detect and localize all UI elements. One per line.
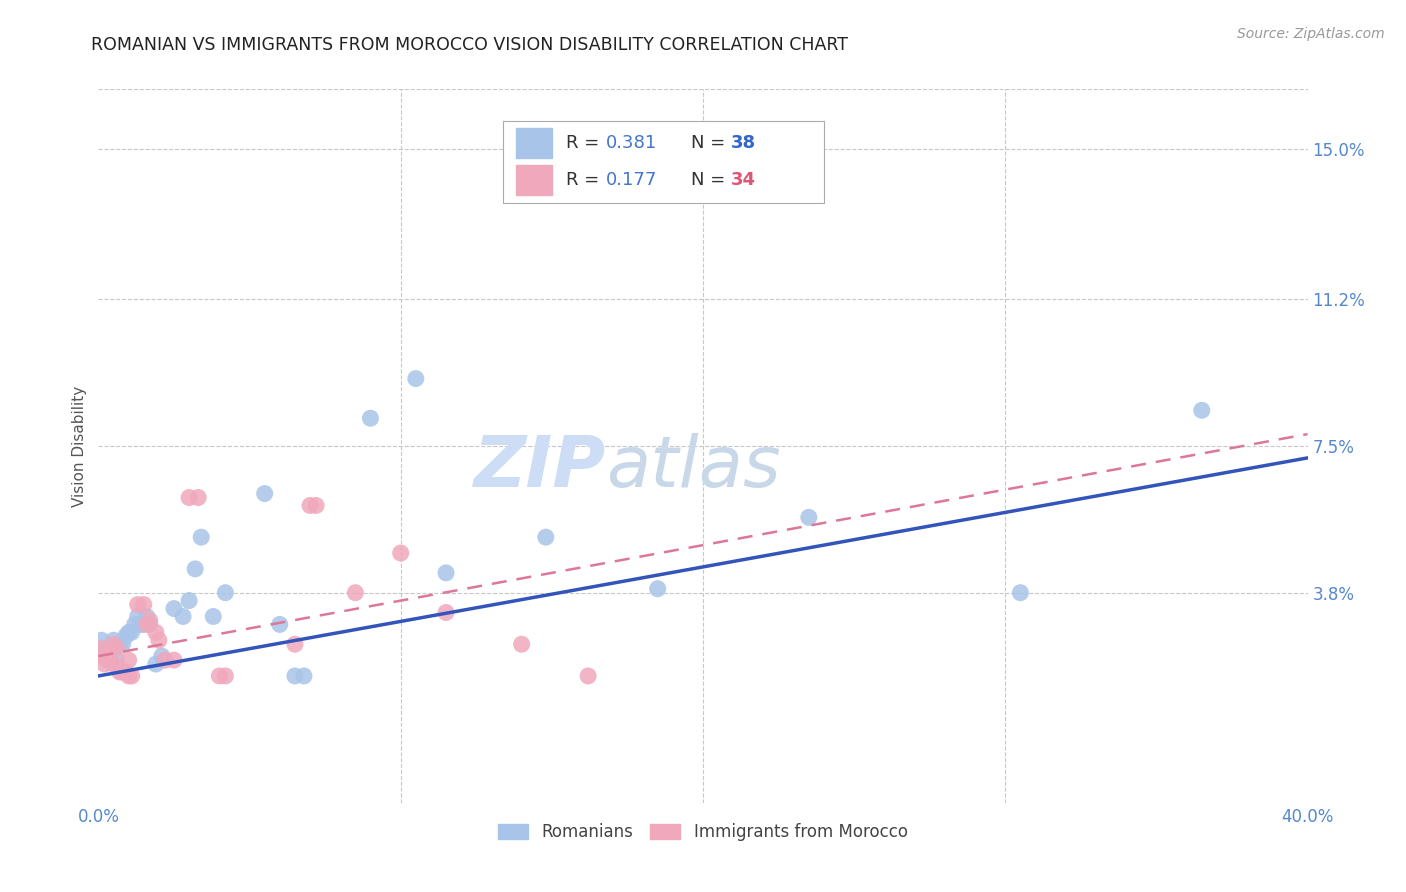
Point xyxy=(148,633,170,648)
Point xyxy=(96,649,118,664)
Point xyxy=(150,649,173,664)
Point xyxy=(202,609,225,624)
Point xyxy=(179,593,201,607)
Point xyxy=(108,637,131,651)
Text: ZIP: ZIP xyxy=(474,433,606,502)
Point xyxy=(111,637,134,651)
Point xyxy=(145,625,167,640)
Point xyxy=(132,598,155,612)
Point xyxy=(534,530,557,544)
Legend: Romanians, Immigrants from Morocco: Romanians, Immigrants from Morocco xyxy=(492,817,914,848)
Point xyxy=(190,530,212,544)
Text: Source: ZipAtlas.com: Source: ZipAtlas.com xyxy=(1237,27,1385,41)
Point xyxy=(121,625,143,640)
Point xyxy=(114,629,136,643)
Point xyxy=(510,637,533,651)
Point xyxy=(127,609,149,624)
Point xyxy=(214,669,236,683)
Point xyxy=(90,641,112,656)
Text: R =: R = xyxy=(567,171,606,189)
Point xyxy=(124,617,146,632)
Point xyxy=(132,617,155,632)
Point xyxy=(139,617,162,632)
Point xyxy=(1191,403,1213,417)
Point xyxy=(127,598,149,612)
Text: R =: R = xyxy=(567,134,606,152)
Point xyxy=(103,633,125,648)
Point xyxy=(153,653,176,667)
Point xyxy=(405,371,427,385)
Point xyxy=(129,617,152,632)
Point xyxy=(1010,585,1032,599)
Point xyxy=(269,617,291,632)
FancyBboxPatch shape xyxy=(516,128,551,158)
Point xyxy=(360,411,382,425)
FancyBboxPatch shape xyxy=(516,165,551,194)
Point xyxy=(253,486,276,500)
Point xyxy=(118,625,141,640)
Point xyxy=(118,653,141,667)
Point xyxy=(121,669,143,683)
Point xyxy=(111,665,134,679)
Point xyxy=(100,653,122,667)
Point xyxy=(139,614,162,628)
Point xyxy=(208,669,231,683)
Point xyxy=(389,546,412,560)
Point xyxy=(284,637,307,651)
Text: 0.177: 0.177 xyxy=(606,171,658,189)
Point xyxy=(90,633,112,648)
Point xyxy=(118,669,141,683)
Point xyxy=(179,491,201,505)
Point xyxy=(135,617,157,632)
Point xyxy=(305,499,328,513)
Point xyxy=(292,669,315,683)
Point xyxy=(103,637,125,651)
Text: N =: N = xyxy=(690,171,731,189)
Point xyxy=(344,585,367,599)
Point xyxy=(100,645,122,659)
Point xyxy=(114,665,136,679)
Point xyxy=(576,669,599,683)
Point xyxy=(93,645,115,659)
Point xyxy=(90,649,112,664)
Point xyxy=(145,657,167,671)
Point xyxy=(172,609,194,624)
Point xyxy=(108,665,131,679)
Text: N =: N = xyxy=(690,134,731,152)
Point xyxy=(163,601,186,615)
Point xyxy=(93,657,115,671)
Point xyxy=(434,606,457,620)
Point xyxy=(184,562,207,576)
Text: atlas: atlas xyxy=(606,433,780,502)
Point xyxy=(187,491,209,505)
Text: ROMANIAN VS IMMIGRANTS FROM MOROCCO VISION DISABILITY CORRELATION CHART: ROMANIAN VS IMMIGRANTS FROM MOROCCO VISI… xyxy=(91,36,848,54)
Point xyxy=(163,653,186,667)
Point xyxy=(105,653,128,667)
Text: 38: 38 xyxy=(731,134,756,152)
Point xyxy=(434,566,457,580)
Point xyxy=(797,510,820,524)
Point xyxy=(103,657,125,671)
Point xyxy=(135,609,157,624)
Text: 0.381: 0.381 xyxy=(606,134,658,152)
Y-axis label: Vision Disability: Vision Disability xyxy=(72,385,87,507)
Point xyxy=(299,499,322,513)
Text: 34: 34 xyxy=(731,171,756,189)
Point xyxy=(284,669,307,683)
FancyBboxPatch shape xyxy=(503,121,824,203)
Point xyxy=(647,582,669,596)
Point xyxy=(105,641,128,656)
Point xyxy=(214,585,236,599)
Point xyxy=(96,653,118,667)
